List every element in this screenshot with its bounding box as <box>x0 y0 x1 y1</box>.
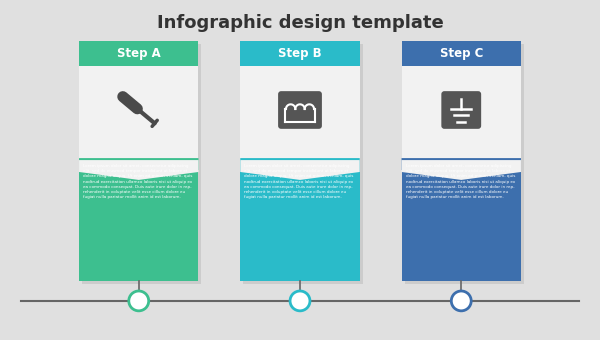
Polygon shape <box>79 160 199 180</box>
Text: Lorem ipsum dolor sit amet, consectetur adipiscing
elit, sed do eiusmod tempor i: Lorem ipsum dolor sit amet, consectetur … <box>83 164 193 199</box>
Bar <box>401 66 521 160</box>
Bar <box>79 160 199 281</box>
Polygon shape <box>240 158 360 184</box>
FancyBboxPatch shape <box>442 91 481 129</box>
Bar <box>79 41 199 66</box>
Text: Lorem ipsum dolor sit amet, consectetur adipiscing
elit, sed do eiusmod tempor i: Lorem ipsum dolor sit amet, consectetur … <box>244 164 353 199</box>
Polygon shape <box>401 158 521 184</box>
Polygon shape <box>240 160 360 180</box>
Polygon shape <box>79 158 199 184</box>
Text: Step B: Step B <box>278 47 322 60</box>
Circle shape <box>129 291 149 311</box>
Bar <box>240 66 360 160</box>
Bar <box>240 41 360 66</box>
Bar <box>401 160 521 281</box>
Polygon shape <box>401 160 521 180</box>
Circle shape <box>290 291 310 311</box>
FancyBboxPatch shape <box>278 91 322 129</box>
Circle shape <box>451 291 471 311</box>
Bar <box>240 160 360 281</box>
Text: Infographic design template: Infographic design template <box>157 14 443 32</box>
Bar <box>79 66 199 160</box>
Text: Step C: Step C <box>440 47 483 60</box>
Bar <box>243 44 363 284</box>
Text: Lorem ipsum dolor sit amet, consectetur adipiscing
elit, sed do eiusmod tempor i: Lorem ipsum dolor sit amet, consectetur … <box>406 164 515 199</box>
Text: Step A: Step A <box>117 47 161 60</box>
Bar <box>401 41 521 66</box>
Bar <box>404 44 524 284</box>
Bar <box>82 44 202 284</box>
